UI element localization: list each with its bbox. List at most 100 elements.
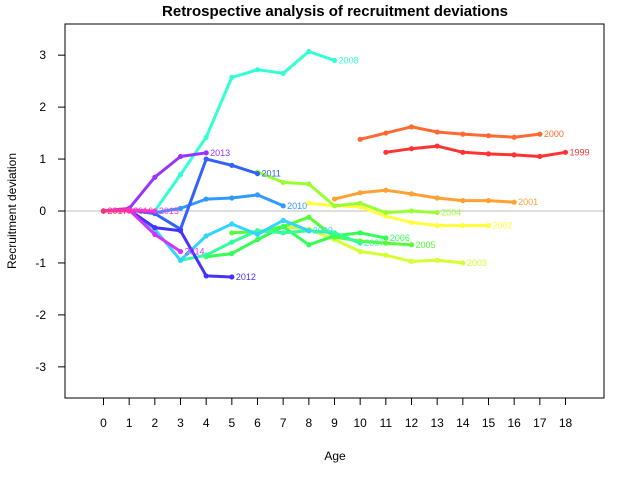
data-point bbox=[254, 236, 261, 243]
series-end-label: 2012 bbox=[236, 272, 256, 282]
data-point bbox=[434, 222, 440, 229]
data-point bbox=[152, 231, 158, 237]
series-2000: 2000 bbox=[357, 124, 564, 142]
series-end-label: 2005 bbox=[416, 240, 436, 250]
data-point bbox=[203, 252, 209, 258]
data-point bbox=[485, 151, 492, 157]
data-point bbox=[254, 67, 261, 73]
y-tick-label: 3 bbox=[39, 48, 46, 62]
data-point bbox=[383, 240, 389, 246]
x-tick-label: 3 bbox=[177, 416, 184, 430]
series-line bbox=[127, 208, 311, 262]
x-tick-label: 6 bbox=[254, 416, 261, 430]
data-point bbox=[357, 248, 363, 255]
data-point bbox=[408, 191, 415, 197]
data-point bbox=[280, 179, 286, 186]
x-tick-label: 8 bbox=[305, 416, 312, 430]
series-end-label: 2017 bbox=[108, 206, 128, 216]
x-tick-label: 10 bbox=[353, 416, 367, 430]
series-end-label: 2010 bbox=[287, 201, 307, 211]
series-1999: 1999 bbox=[383, 143, 590, 160]
series-end-label: 2008 bbox=[339, 55, 359, 65]
data-point bbox=[306, 200, 312, 206]
x-tick-label: 5 bbox=[228, 416, 235, 430]
series-line bbox=[153, 50, 336, 213]
x-tick-label: 4 bbox=[203, 416, 210, 430]
data-point bbox=[357, 136, 363, 142]
data-point bbox=[434, 257, 440, 263]
data-point bbox=[408, 124, 415, 130]
x-axis-label: Age bbox=[324, 449, 346, 463]
data-point bbox=[511, 199, 517, 205]
series-line bbox=[358, 125, 542, 141]
data-point bbox=[177, 153, 184, 160]
series-2006: 2006 bbox=[203, 223, 410, 260]
series-2017: 2017 bbox=[100, 206, 128, 216]
data-point bbox=[383, 149, 389, 155]
data-point bbox=[306, 242, 312, 248]
data-point bbox=[383, 187, 389, 193]
data-point bbox=[357, 230, 363, 236]
data-point bbox=[460, 222, 466, 229]
series-end-label: 2000 bbox=[544, 129, 564, 139]
plot-area: 1999 2000 2001 2002 2003 2004 2005 2006 2007 2008… bbox=[65, 48, 604, 282]
data-point bbox=[460, 260, 466, 266]
x-tick-label: 14 bbox=[456, 416, 470, 430]
series-line bbox=[102, 157, 259, 231]
data-point bbox=[152, 225, 158, 231]
data-point bbox=[229, 221, 235, 227]
x-tick-label: 16 bbox=[507, 416, 521, 430]
series-2012: 2012 bbox=[100, 207, 256, 282]
data-point bbox=[383, 209, 389, 216]
data-point bbox=[280, 223, 286, 230]
series-line bbox=[204, 225, 388, 259]
data-point bbox=[383, 130, 389, 136]
series-end-label: 1999 bbox=[570, 147, 590, 157]
series-end-label: 2013 bbox=[210, 148, 230, 158]
x-tick-label: 1 bbox=[126, 416, 133, 430]
data-point bbox=[280, 70, 286, 76]
data-point bbox=[485, 133, 492, 139]
series-end-label: 2007 bbox=[364, 238, 384, 248]
data-point bbox=[357, 204, 363, 210]
data-point bbox=[254, 192, 261, 198]
data-point bbox=[306, 228, 312, 234]
data-point bbox=[177, 172, 184, 178]
x-tick-label: 15 bbox=[482, 416, 496, 430]
data-point bbox=[331, 57, 338, 63]
series-line bbox=[384, 144, 567, 158]
chart-title: Retrospective analysis of recruitment de… bbox=[162, 3, 508, 20]
y-tick-label: 1 bbox=[39, 152, 46, 166]
series-end-label: 2004 bbox=[441, 208, 461, 218]
data-point bbox=[254, 171, 261, 177]
data-point bbox=[280, 217, 286, 223]
data-point bbox=[357, 200, 363, 206]
data-point bbox=[383, 235, 389, 241]
data-point bbox=[306, 181, 312, 187]
data-point bbox=[331, 230, 338, 236]
data-point bbox=[383, 213, 389, 219]
data-point bbox=[152, 208, 158, 214]
data-point bbox=[177, 228, 184, 234]
data-point bbox=[229, 274, 235, 280]
data-point bbox=[434, 143, 440, 149]
data-point bbox=[357, 240, 363, 246]
data-point bbox=[229, 195, 235, 201]
data-point bbox=[306, 214, 312, 220]
series-2008: 2008 bbox=[152, 48, 359, 214]
series-line bbox=[179, 229, 362, 262]
data-point bbox=[100, 208, 107, 214]
series-end-label: 2014 bbox=[185, 247, 205, 257]
data-point bbox=[280, 230, 286, 236]
x-tick-label: 0 bbox=[100, 416, 107, 430]
data-point bbox=[537, 153, 543, 160]
data-point bbox=[511, 134, 517, 140]
data-point bbox=[408, 146, 415, 152]
data-point bbox=[434, 129, 440, 135]
y-tick-label: -1 bbox=[35, 256, 46, 270]
data-point bbox=[408, 242, 415, 248]
data-point bbox=[203, 156, 209, 162]
series-end-label: 2003 bbox=[467, 258, 487, 268]
x-tick-label: 17 bbox=[533, 416, 547, 430]
